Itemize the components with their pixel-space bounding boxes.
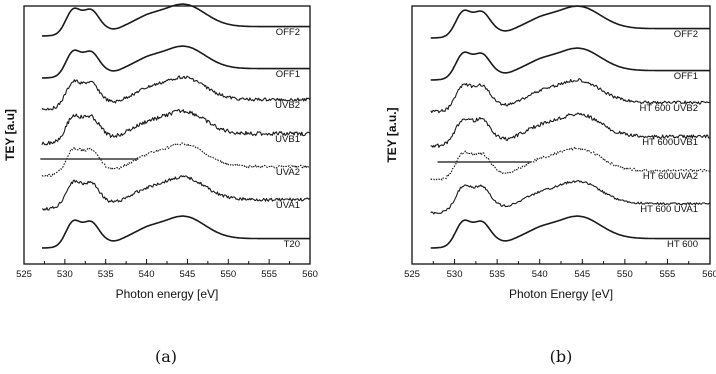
series-label-1: OFF1 bbox=[276, 69, 300, 80]
x-tick-label: 525 bbox=[404, 269, 420, 280]
panel-b-y-axis-title: TEY [a.u.] bbox=[385, 107, 399, 162]
panel-b-x-ticks: 525 530 535 540 545 550 555 560 bbox=[404, 259, 716, 280]
x-tick-label: 540 bbox=[139, 269, 155, 280]
panel-b-series-labels: OFF2 OFF1 HT 600 UVB2 HT 600UVB1 HT 600UVA2 H… bbox=[640, 29, 698, 250]
series-curve-0 bbox=[41, 3, 310, 37]
series-curve-2 bbox=[430, 78, 710, 114]
panel-a-series-labels: OFF2 OFF1 UVB2 UVB1 UVA2 UVA1 T20 bbox=[275, 27, 300, 250]
panel-b-curves bbox=[430, 5, 711, 249]
series-label-4: UVA2 bbox=[276, 167, 300, 178]
series-curve-5 bbox=[41, 175, 311, 211]
panel-a-y-axis-title: TEY [a.u] bbox=[3, 109, 17, 161]
x-tick-label: 535 bbox=[98, 269, 114, 280]
panel-b-frame bbox=[411, 5, 711, 265]
series-label-0: OFF2 bbox=[276, 27, 300, 38]
series-label-2: HT 600 UVB2 bbox=[640, 103, 698, 114]
x-tick-label: 555 bbox=[659, 269, 675, 280]
x-tick-label: 560 bbox=[702, 269, 716, 280]
series-label-4: HT 600UVA2 bbox=[643, 171, 698, 182]
series-curve-1 bbox=[41, 45, 310, 79]
x-tick-label: 530 bbox=[57, 269, 73, 280]
series-label-2: UVB2 bbox=[275, 100, 300, 111]
x-tick-label: 550 bbox=[617, 269, 633, 280]
panel-b: OFF2 OFF1 HT 600 UVB2 HT 600UVB1 HT 600UVA2 H… bbox=[385, 5, 716, 366]
series-curve-3 bbox=[41, 108, 311, 146]
series-curve-3 bbox=[430, 112, 710, 148]
series-curve-6 bbox=[430, 215, 710, 249]
x-tick-label: 560 bbox=[302, 269, 318, 280]
x-tick-label: 550 bbox=[220, 269, 236, 280]
series-curve-6 bbox=[41, 215, 310, 249]
panel-a-curves bbox=[40, 3, 311, 249]
series-label-0: OFF2 bbox=[674, 29, 698, 40]
x-tick-label: 535 bbox=[489, 269, 505, 280]
x-tick-label: 555 bbox=[261, 269, 277, 280]
series-curve-0 bbox=[430, 5, 710, 39]
series-label-6: T20 bbox=[284, 239, 300, 250]
x-tick-label: 545 bbox=[179, 269, 195, 280]
panel-a-label: (a) bbox=[155, 347, 177, 366]
x-tick-label: 525 bbox=[16, 269, 32, 280]
series-label-5: UVA1 bbox=[276, 200, 300, 211]
series-label-5: HT 600 UVA1 bbox=[640, 204, 698, 215]
panel-b-label: (b) bbox=[550, 347, 573, 366]
panel-a-x-axis-title: Photon energy [eV] bbox=[116, 287, 219, 301]
series-label-3: HT 600UVB1 bbox=[642, 137, 698, 148]
series-label-1: OFF1 bbox=[674, 71, 698, 82]
series-curve-1 bbox=[430, 47, 710, 81]
x-tick-label: 545 bbox=[574, 269, 590, 280]
x-tick-label: 540 bbox=[532, 269, 548, 280]
panel-b-x-axis-title: Photon Energy [eV] bbox=[509, 287, 613, 301]
panel-a-x-ticks: 525 530 535 540 545 550 555 560 bbox=[16, 259, 318, 280]
series-curve-4 bbox=[41, 142, 311, 178]
series-label-6: HT 600 bbox=[667, 239, 698, 250]
series-curve-5 bbox=[430, 180, 711, 215]
series-label-3: UVB1 bbox=[275, 134, 300, 145]
series-curve-2 bbox=[41, 75, 311, 111]
x-tick-label: 530 bbox=[447, 269, 463, 280]
panel-a: OFF2 OFF1 UVB2 UVB1 UVA2 UVA1 T20 525 530 535 540… bbox=[3, 3, 318, 366]
